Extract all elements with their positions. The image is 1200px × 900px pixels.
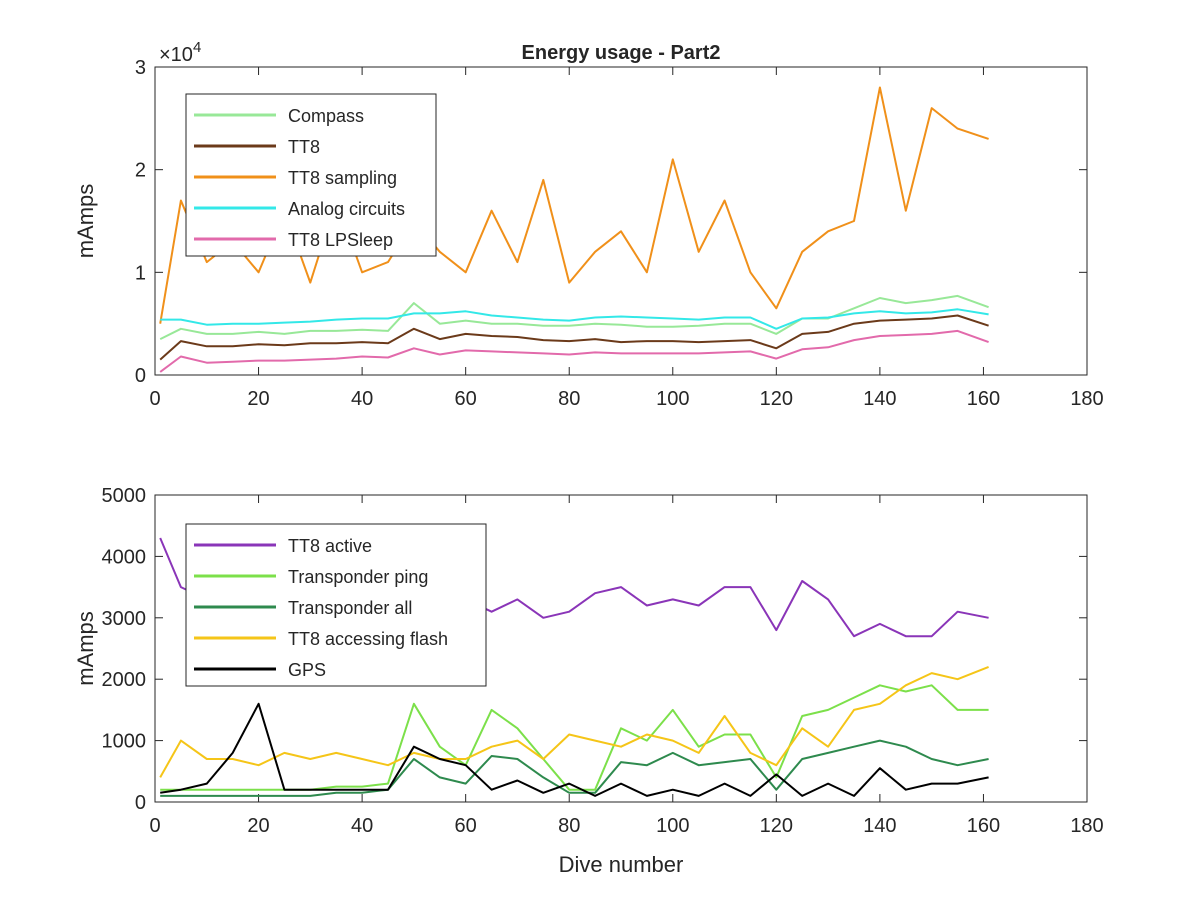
y-exponent-label: ×104 — [159, 39, 201, 66]
x-tick-label: 20 — [247, 815, 269, 837]
y-tick-label: 2000 — [102, 669, 147, 691]
x-axis-label: Dive number — [559, 852, 684, 877]
legend-label: TT8 accessing flash — [288, 629, 448, 649]
series-line-1 — [160, 684, 989, 791]
y-tick-label: 0 — [135, 365, 146, 387]
x-tick-label: 40 — [351, 815, 373, 837]
series-line-3 — [159, 665, 989, 778]
x-tick-label: 60 — [455, 815, 477, 837]
x-tick-label: 0 — [149, 388, 160, 410]
y-tick-label: 5000 — [102, 485, 147, 507]
y-tick-label: 0 — [135, 792, 146, 814]
y-axis-label: mAmps — [73, 611, 98, 686]
legend-label: Transponder ping — [288, 567, 428, 587]
legend-label: TT8 — [288, 137, 320, 157]
x-tick-label: 140 — [863, 815, 896, 837]
x-tick-label: 180 — [1070, 815, 1103, 837]
legend-label: Transponder all — [288, 598, 412, 618]
axes-box — [154, 494, 1088, 803]
legend-label: Compass — [288, 106, 364, 126]
x-tick-label: 120 — [760, 388, 793, 410]
x-tick-label: 160 — [967, 388, 1000, 410]
bottom-panel: 0 20 40 60 80 100 120 140 160 180 0 1000 2000 3000 400… — [73, 485, 1104, 877]
axes-box — [154, 66, 1088, 376]
chart-title: Energy usage - Part2 — [522, 42, 721, 64]
y-tick-label: 3000 — [102, 608, 147, 630]
legend-label: Analog circuits — [288, 199, 405, 219]
y-tick-label: 3 — [135, 57, 146, 79]
x-tick-label: 80 — [558, 815, 580, 837]
x-tick-label: 180 — [1070, 388, 1103, 410]
x-tick-label: 100 — [656, 815, 689, 837]
x-tick-label: 40 — [351, 388, 373, 410]
x-tick-label: 120 — [760, 815, 793, 837]
x-tick-label: 100 — [656, 388, 689, 410]
x-tick-label: 0 — [149, 815, 160, 837]
y-tick-label: 1 — [135, 262, 146, 284]
legend-label: TT8 LPSleep — [288, 230, 393, 250]
series-line-4 — [160, 702, 989, 797]
legend-label: GPS — [288, 660, 326, 680]
y-tick-label: 4000 — [102, 546, 147, 568]
top-panel: 0 20 40 60 80 100 120 140 160 180 0 1 2 3 ×104 Energy u… — [73, 39, 1104, 410]
x-tick-label: 160 — [967, 815, 1000, 837]
series-line-0 — [159, 294, 989, 340]
series-line-2 — [160, 739, 989, 797]
y-axis-label: mAmps — [73, 184, 98, 259]
y-tick-label: 2 — [135, 160, 146, 182]
x-tick-label: 60 — [455, 388, 477, 410]
x-tick-label: 140 — [863, 388, 896, 410]
y-exponent-power: 4 — [193, 39, 201, 56]
x-tick-label: 20 — [247, 388, 269, 410]
legend-box — [185, 93, 437, 257]
series-line-4 — [159, 329, 989, 373]
series-line-1 — [159, 314, 989, 361]
series-group — [159, 86, 989, 373]
legend-label: TT8 sampling — [288, 168, 397, 188]
y-tick-label: 1000 — [102, 731, 147, 753]
legend-label: TT8 active — [288, 536, 372, 556]
x-tick-label: 80 — [558, 388, 580, 410]
legend-box — [185, 523, 487, 687]
series-line-3 — [160, 308, 989, 330]
y-exponent-base: ×10 — [159, 44, 193, 66]
